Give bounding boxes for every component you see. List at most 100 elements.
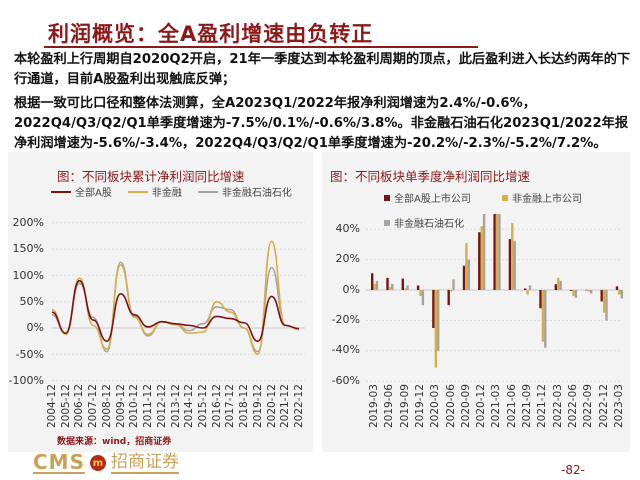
x-tick: 2021-09 bbox=[521, 384, 533, 428]
x-tick: 2020-03 bbox=[429, 384, 442, 428]
bar bbox=[528, 285, 532, 290]
bar bbox=[373, 283, 376, 290]
x-tick: 2019-03 bbox=[368, 384, 380, 428]
bar bbox=[508, 239, 512, 290]
y-tick: 50% bbox=[19, 295, 44, 308]
bar bbox=[386, 277, 389, 290]
bar bbox=[620, 290, 623, 299]
bar bbox=[602, 290, 606, 313]
bar bbox=[371, 273, 374, 290]
bar bbox=[478, 232, 481, 290]
data-source-note: 数据来源：wind，招商证券 bbox=[57, 437, 172, 447]
quarterly-legend-item-all-a: 全部A股上市公司 bbox=[384, 190, 471, 205]
bar bbox=[419, 290, 422, 297]
bar bbox=[388, 286, 392, 290]
bar bbox=[559, 280, 562, 290]
y-tick: -20% bbox=[331, 313, 360, 326]
legend-square-non-fin-ex-oil-icon bbox=[384, 219, 390, 226]
bar bbox=[447, 290, 450, 306]
x-tick: 2020-12 bbox=[475, 384, 488, 428]
x-tick: 2020-06 bbox=[444, 384, 457, 428]
bar bbox=[600, 290, 603, 302]
bar bbox=[585, 289, 588, 291]
bar bbox=[574, 290, 578, 298]
bar bbox=[572, 290, 575, 297]
bar bbox=[404, 288, 407, 290]
bar bbox=[513, 241, 516, 290]
bar bbox=[375, 280, 379, 290]
bar bbox=[467, 259, 470, 290]
bar bbox=[406, 285, 409, 290]
y-tick: 150% bbox=[12, 242, 44, 255]
bar bbox=[462, 265, 466, 290]
bar bbox=[391, 283, 394, 290]
y-tick: 40% bbox=[335, 222, 360, 235]
bar bbox=[495, 214, 499, 290]
x-tick: 2021-06 bbox=[505, 384, 518, 428]
bar bbox=[421, 290, 425, 306]
logo-cms-text: CMS bbox=[33, 450, 85, 474]
legend-label-non-fin-ex-oil: 非金融石油石化 bbox=[221, 188, 292, 199]
legend-square-all-a-icon bbox=[384, 194, 390, 201]
bar bbox=[524, 288, 527, 290]
bar bbox=[590, 290, 593, 294]
legend-label-non-fin-ex-oil: 非金融石油石化 bbox=[394, 219, 464, 230]
bar bbox=[539, 290, 542, 309]
bar bbox=[465, 242, 468, 290]
x-tick: 2020-09 bbox=[459, 384, 472, 428]
quarterly-profit-chart-panel bbox=[322, 152, 630, 452]
summary-paragraph-2: 根据一致可比口径和整体法测算，全A2023Q1/2022年报净利润增速为2.4%… bbox=[14, 96, 629, 151]
bar bbox=[557, 277, 560, 290]
legend-line-all-a-icon bbox=[51, 190, 71, 193]
x-tick: 2023-03 bbox=[612, 384, 625, 428]
bar bbox=[432, 290, 435, 328]
cumulative-chart-title: 图：不同板块累计净利润同比增速 bbox=[57, 169, 245, 184]
bar bbox=[511, 223, 514, 290]
legend-label-all-a: 全部A股 bbox=[75, 188, 112, 199]
y-tick: 200% bbox=[12, 216, 44, 229]
y-tick: 100% bbox=[12, 269, 44, 282]
y-tick: -100% bbox=[8, 374, 44, 387]
bar bbox=[618, 290, 621, 295]
quarterly-chart-title: 图：不同板块单季度净利润同比增速 bbox=[330, 169, 531, 184]
bar bbox=[554, 284, 557, 290]
y-tick: 20% bbox=[335, 252, 360, 265]
x-tick: 2019-12 bbox=[413, 384, 426, 428]
legend-line-non-fin-icon bbox=[127, 190, 148, 193]
bar bbox=[587, 290, 590, 292]
logo-badge-icon: m bbox=[89, 455, 106, 471]
bar bbox=[569, 290, 573, 291]
bar bbox=[434, 290, 437, 368]
quarterly-legend-item-non-fin-ex-oil: 非金融石油石化 bbox=[384, 215, 464, 230]
x-tick: 2019-09 bbox=[398, 384, 411, 428]
x-tick: 2021-12 bbox=[536, 384, 549, 428]
x-tick: 2022-03 bbox=[551, 384, 564, 428]
cms-logo: CMS m 招商证券 bbox=[33, 452, 179, 474]
bar bbox=[544, 290, 547, 348]
y-tick: -40% bbox=[331, 343, 360, 356]
y-tick: -50% bbox=[15, 348, 44, 361]
title-divider bbox=[44, 46, 478, 48]
slide-title: 利润概览：全A盈利增速由负转正 bbox=[48, 22, 374, 46]
y-tick: -60% bbox=[331, 374, 360, 387]
bar bbox=[541, 290, 545, 342]
legend-label-all-a-listed: 全部A股上市公司 bbox=[394, 194, 471, 205]
x-tick: 2022-09 bbox=[582, 384, 595, 428]
quarterly-legend-item-non-fin: 非金融上市公司 bbox=[502, 190, 582, 205]
bar bbox=[482, 214, 486, 290]
x-tick: 2021-03 bbox=[490, 384, 503, 428]
bar bbox=[605, 290, 608, 321]
bar bbox=[480, 226, 483, 290]
legend-label-non-fin-listed: 非金融上市公司 bbox=[512, 194, 582, 205]
legend-line-non-fin-ex-oil-icon bbox=[197, 190, 218, 193]
bar bbox=[437, 290, 440, 351]
x-tick: 2022-06 bbox=[566, 384, 579, 428]
logo-cn-text: 招商证券 bbox=[110, 452, 179, 474]
bar bbox=[615, 286, 619, 290]
page-number: -82- bbox=[561, 463, 585, 477]
legend-square-non-fin-icon bbox=[502, 194, 508, 201]
y-tick: 0% bbox=[342, 283, 360, 296]
bar bbox=[526, 290, 529, 295]
bar bbox=[452, 279, 455, 290]
